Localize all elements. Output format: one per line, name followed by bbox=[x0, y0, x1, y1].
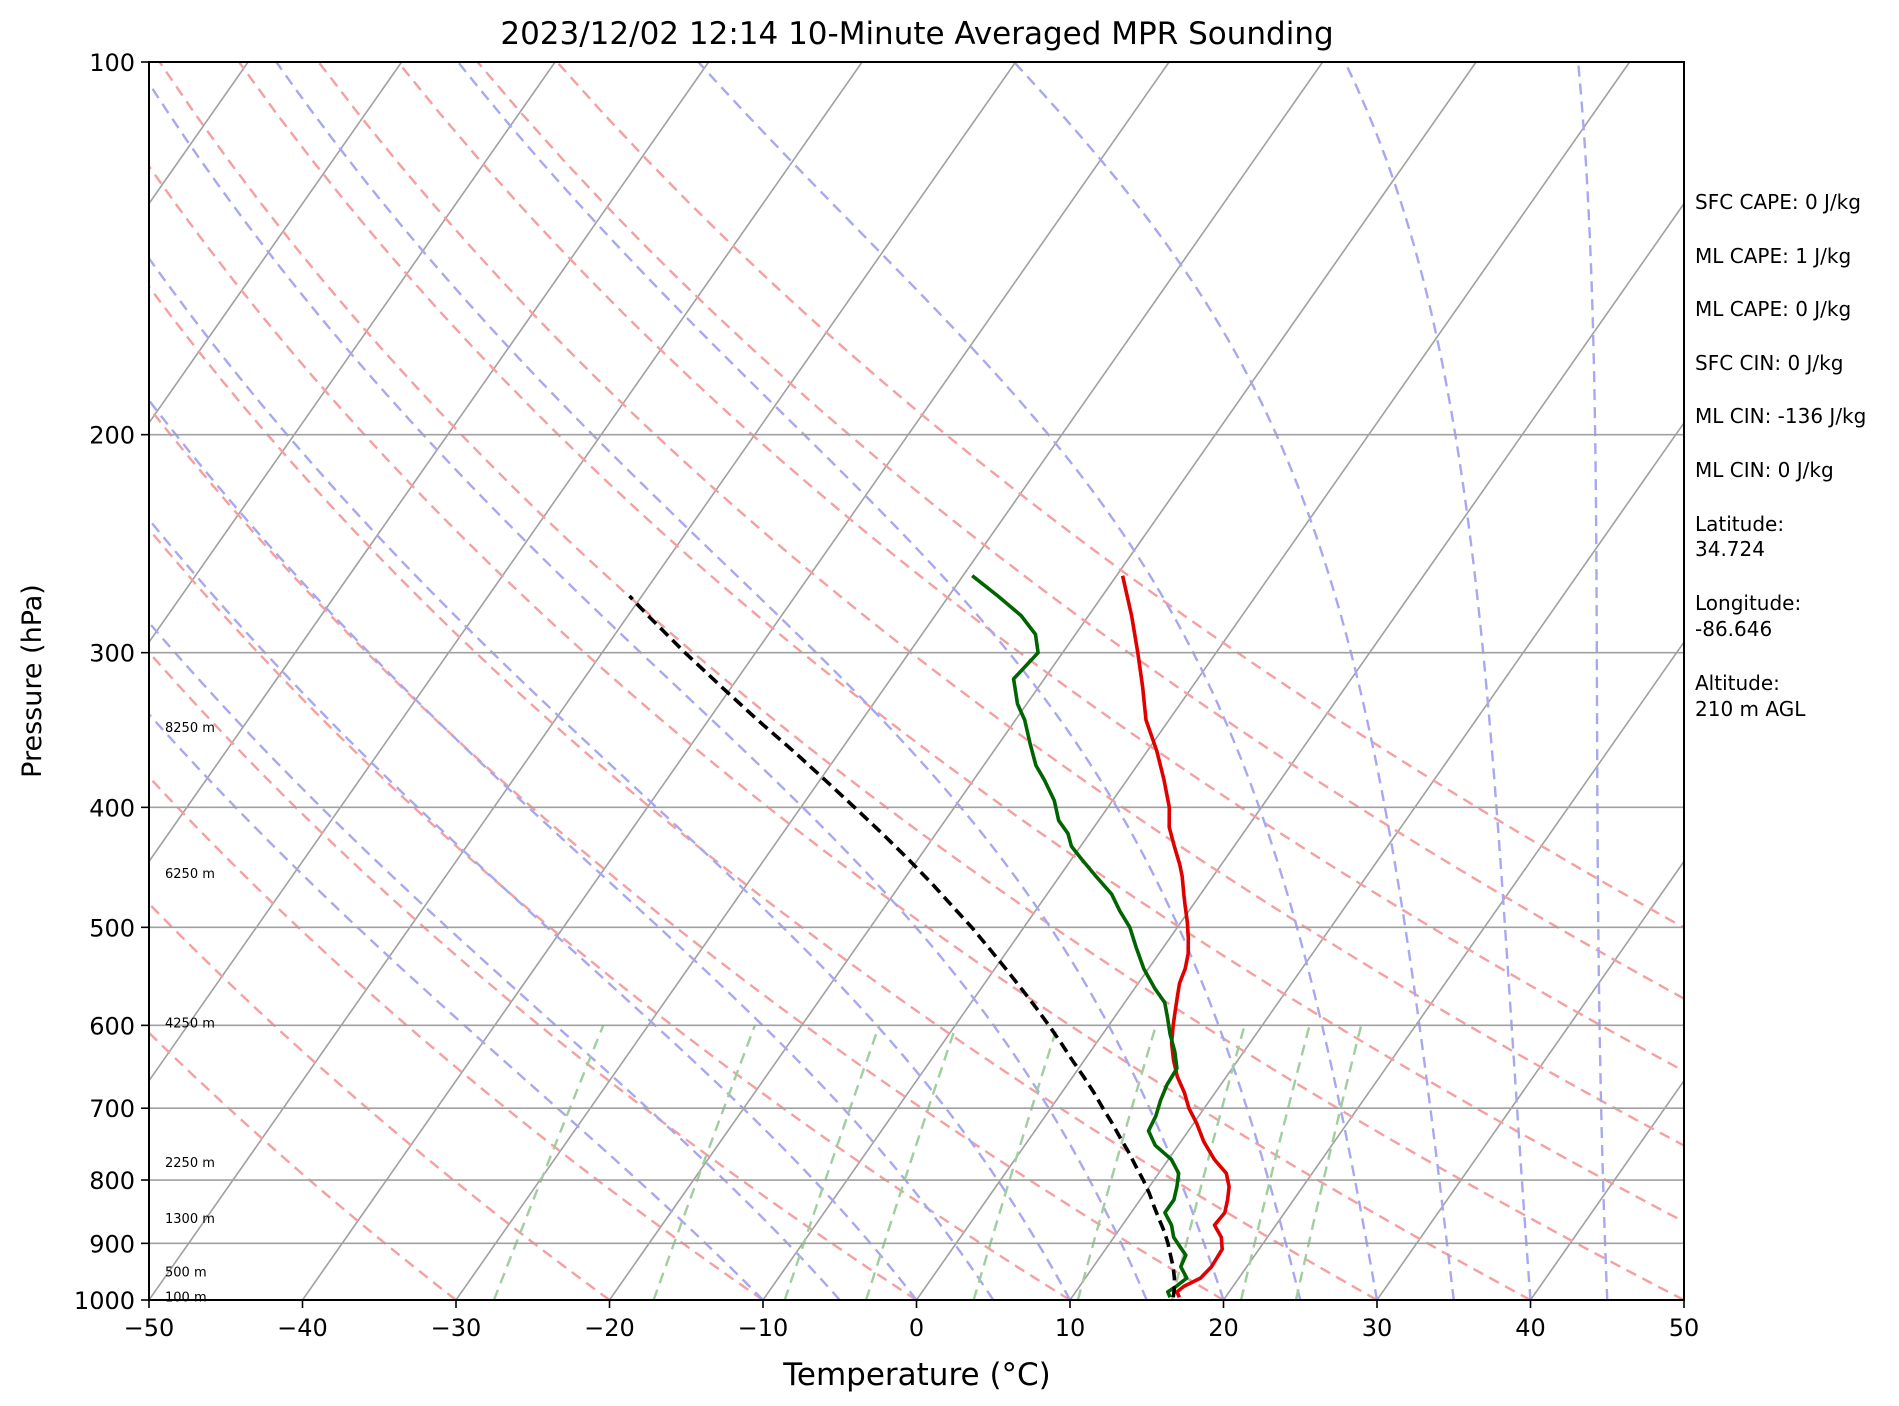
latitude-value: 34.724 bbox=[1695, 537, 1765, 561]
isotherm-line bbox=[1529, 1079, 1684, 1300]
moist-adiabat-line bbox=[697, 62, 1379, 1300]
x-tick-label: −40 bbox=[277, 1314, 328, 1342]
sounding-series-line-0 bbox=[1120, 575, 1231, 1299]
isotherm-line bbox=[149, 62, 863, 1083]
isotherm-line bbox=[149, 62, 1017, 1300]
chart-title: 2023/12/02 12:14 10-Minute Averaged MPR … bbox=[500, 16, 1333, 52]
dry-adiabat-line bbox=[238, 62, 1684, 1224]
y-tick-label: 200 bbox=[89, 422, 135, 450]
dry-adiabat-line bbox=[149, 527, 1071, 1300]
moist-adiabat-line bbox=[149, 712, 764, 1300]
longitude-label: Longitude: bbox=[1695, 591, 1801, 615]
y-tick-label: 800 bbox=[89, 1167, 135, 1195]
mixing-ratio-line bbox=[1239, 1025, 1311, 1300]
isotherm-line bbox=[149, 62, 556, 644]
dry-adiabat-line bbox=[149, 164, 1532, 1300]
isotherm-line bbox=[149, 62, 403, 425]
y-axis-label: Pressure (hPa) bbox=[17, 584, 48, 778]
x-tick-label: 30 bbox=[1362, 1314, 1393, 1342]
ml-cape-text-2: ML CAPE: 0 J/kg bbox=[1695, 297, 1851, 321]
sfc-cin-text: SFC CIN: 0 J/kg bbox=[1695, 351, 1843, 375]
moist-adiabat-line bbox=[275, 62, 1225, 1300]
mixing-ratio-line bbox=[972, 1024, 1059, 1300]
dry-adiabat-line bbox=[149, 405, 1225, 1300]
x-tick-label: −20 bbox=[584, 1314, 635, 1342]
sounding-series-line-1 bbox=[971, 574, 1189, 1299]
latitude-label: Latitude: bbox=[1695, 512, 1784, 536]
y-tick-label: 700 bbox=[89, 1095, 135, 1123]
x-tick-label: −30 bbox=[431, 1314, 482, 1342]
moist-adiabat-line bbox=[149, 517, 918, 1300]
isotherm-line bbox=[1069, 421, 1684, 1300]
dry-adiabat-line bbox=[149, 1031, 457, 1300]
height-label: 100 m bbox=[165, 1290, 207, 1305]
x-tick-label: −50 bbox=[124, 1314, 175, 1342]
x-tick-label: 40 bbox=[1515, 1314, 1546, 1342]
x-axis-label: Temperature (°C) bbox=[782, 1357, 1051, 1393]
x-tick-label: 10 bbox=[1055, 1314, 1086, 1342]
altitude-label: Altitude: bbox=[1695, 671, 1780, 695]
sfc-cape-text: SFC CAPE: 0 J/kg bbox=[1695, 190, 1861, 214]
isotherm-line bbox=[149, 62, 710, 863]
y-axis-ticks: 1000 900 800 700 600 500 400 300 200 100 bbox=[74, 49, 149, 1315]
longitude-value: -86.646 bbox=[1695, 617, 1772, 641]
y-tick-label: 1000 bbox=[74, 1287, 135, 1315]
moist-adiabat-line bbox=[1013, 62, 1455, 1300]
isotherm-line bbox=[1222, 640, 1684, 1300]
info-panel: SFC CAPE: 0 J/kg ML CAPE: 1 J/kg ML CAPE… bbox=[1695, 190, 1866, 721]
mixing-ratio-line bbox=[864, 1024, 958, 1300]
height-labels: 100 m 500 m 1300 m 2250 m 4250 m 6250 m 8250 m bbox=[165, 721, 215, 1305]
mixing-ratio-line bbox=[1076, 1025, 1158, 1300]
dry-adiabat-line bbox=[149, 650, 918, 1300]
moist-adiabat-line bbox=[1343, 62, 1532, 1300]
dry-adiabat-line bbox=[158, 62, 1684, 1300]
ml-cin-text-2: ML CIN: 0 J/kg bbox=[1695, 458, 1834, 482]
height-label: 1300 m bbox=[165, 1212, 215, 1227]
sounding-profiles bbox=[628, 574, 1231, 1299]
height-label: 6250 m bbox=[165, 867, 215, 882]
y-tick-label: 300 bbox=[89, 640, 135, 668]
height-label: 500 m bbox=[165, 1265, 207, 1280]
dry-adiabat-line bbox=[397, 62, 1684, 1073]
y-tick-label: 100 bbox=[89, 49, 135, 77]
y-tick-label: 500 bbox=[89, 914, 135, 942]
altitude-value: 210 m AGL bbox=[1695, 697, 1806, 721]
height-label: 4250 m bbox=[165, 1017, 215, 1032]
isotherm-line bbox=[455, 62, 1324, 1300]
isotherm-line bbox=[1376, 860, 1684, 1300]
isotherm-line bbox=[762, 62, 1631, 1300]
plot-frame bbox=[148, 61, 1685, 1301]
x-tick-label: 20 bbox=[1208, 1314, 1239, 1342]
x-tick-label: −10 bbox=[738, 1314, 789, 1342]
moist-adiabat-line bbox=[149, 256, 1072, 1300]
mixing-ratio-line bbox=[652, 1024, 757, 1300]
y-tick-label: 600 bbox=[89, 1012, 135, 1040]
moist-adiabat-line bbox=[457, 62, 1302, 1300]
dry-adiabat-line bbox=[476, 62, 1684, 1000]
x-tick-label: 50 bbox=[1669, 1314, 1700, 1342]
height-label: 2250 m bbox=[165, 1156, 215, 1171]
x-axis-ticks: −50 −40 −30 −20 −10 0 10 20 30 40 50 bbox=[124, 1300, 1700, 1342]
ml-cin-text: ML CIN: -136 J/kg bbox=[1695, 404, 1866, 428]
x-tick-label: 0 bbox=[909, 1314, 924, 1342]
isotherm-line bbox=[301, 62, 1170, 1300]
dry-adiabat-line bbox=[149, 775, 764, 1300]
moist-adiabat-line bbox=[149, 398, 995, 1300]
mixing-ratio-line bbox=[1294, 1025, 1363, 1300]
isotherm-line bbox=[915, 202, 1684, 1300]
isotherm-line bbox=[608, 62, 1477, 1300]
moist-adiabat-line bbox=[149, 81, 1148, 1300]
height-label: 8250 m bbox=[165, 721, 215, 736]
sounding-series-line-2 bbox=[628, 594, 1177, 1298]
moist-adiabat-line bbox=[1576, 62, 1609, 1300]
dry-adiabat-line bbox=[149, 901, 611, 1300]
pressure-gridlines bbox=[149, 61, 1684, 1301]
dry-adiabat-line bbox=[149, 284, 1378, 1300]
y-tick-label: 900 bbox=[89, 1230, 135, 1258]
ml-cape-text: ML CAPE: 1 J/kg bbox=[1695, 244, 1851, 268]
background-lines bbox=[149, 62, 1684, 1300]
y-tick-label: 400 bbox=[89, 794, 135, 822]
